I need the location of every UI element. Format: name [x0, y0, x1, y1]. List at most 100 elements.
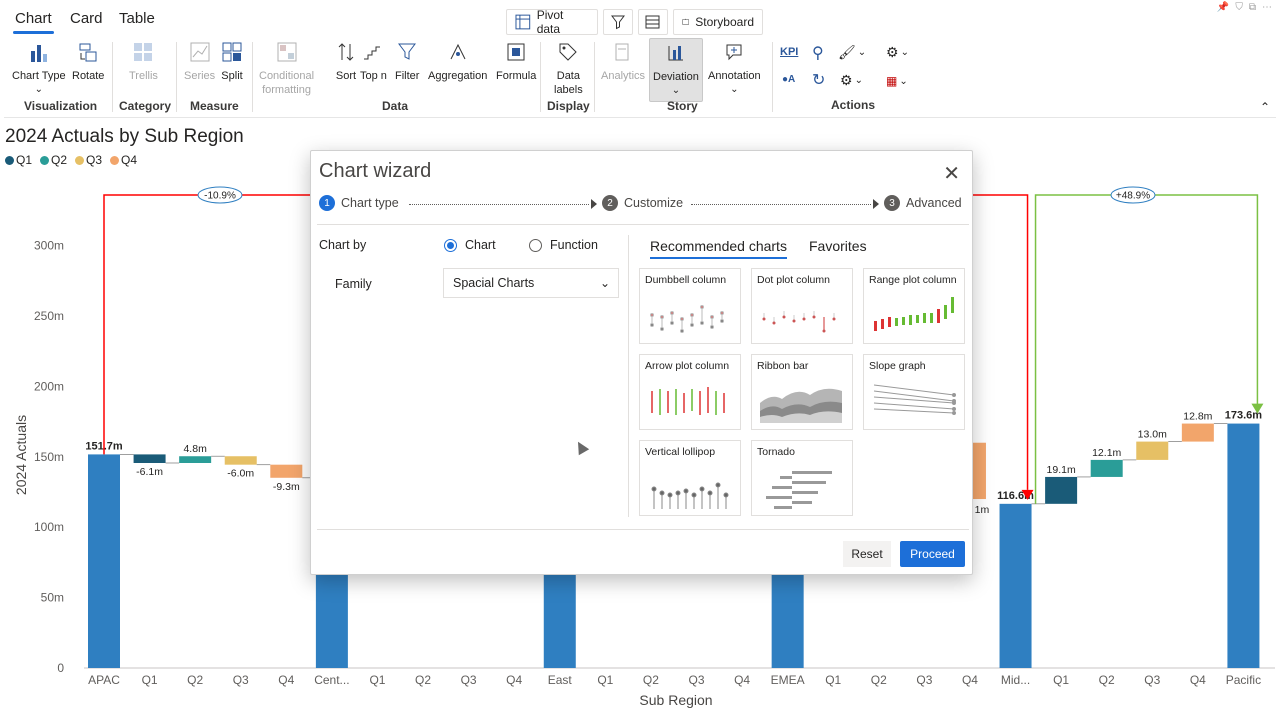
- aggregation-button[interactable]: Aggregation: [428, 40, 487, 83]
- delta-bar: [1090, 459, 1123, 477]
- top-n-button[interactable]: Top n: [360, 40, 387, 83]
- step-connector: [691, 204, 871, 205]
- x-tick-label: Q4: [734, 673, 750, 687]
- deviation-button[interactable]: Deviation ⌄: [649, 38, 703, 102]
- split-button[interactable]: Split: [220, 40, 244, 83]
- step-chart-type[interactable]: 1 Chart type: [319, 195, 399, 211]
- thumb-tornado[interactable]: Tornado: [751, 440, 853, 516]
- step-advanced[interactable]: 3 Advanced: [884, 195, 962, 211]
- family-label: Family: [335, 277, 372, 291]
- more-icon[interactable]: ⋯: [1262, 2, 1272, 13]
- auto-icon: ●A: [782, 74, 796, 85]
- x-tick-label: Q1: [825, 673, 841, 687]
- thumb-label: Dot plot column: [757, 274, 830, 286]
- thumb-arrow-plot-column[interactable]: Arrow plot column: [639, 354, 741, 430]
- filter-icon[interactable]: ⛉: [1235, 2, 1243, 13]
- radio-chart[interactable]: Chart: [444, 238, 496, 252]
- thumb-slope-graph[interactable]: Slope graph: [863, 354, 965, 430]
- tab-chart[interactable]: Chart: [13, 10, 54, 34]
- aggregation-label: Aggregation: [428, 70, 488, 82]
- pivot-data-button[interactable]: Pivot data: [506, 8, 598, 36]
- radio-function[interactable]: Function: [529, 238, 598, 252]
- thumb-label: Arrow plot column: [645, 360, 730, 372]
- group-separator: [112, 42, 113, 112]
- legend-item-q3[interactable]: Q3: [75, 153, 102, 167]
- tab-card[interactable]: Card: [70, 10, 103, 27]
- settings-button[interactable]: ⚙ ⌄: [840, 72, 863, 89]
- step-customize[interactable]: 2 Customize: [602, 195, 683, 211]
- data-labels-button[interactable]: Data labels: [554, 40, 583, 97]
- sort-label: Sort: [335, 70, 357, 82]
- filter-button[interactable]: Filter: [395, 40, 419, 83]
- x-tick-label: Q1: [1053, 673, 1069, 687]
- legend-item-q4[interactable]: Q4: [110, 153, 137, 167]
- thumb-label: Tornado: [757, 446, 795, 458]
- annotation-button[interactable]: Annotation ⌄: [708, 40, 761, 97]
- thumb-vertical-lollipop[interactable]: Vertical lollipop: [639, 440, 741, 516]
- top-n-icon: [364, 46, 381, 60]
- dialog-title: Chart wizard: [319, 160, 432, 182]
- group-actions: Actions: [831, 98, 876, 112]
- reset-button[interactable]: Reset: [843, 541, 891, 567]
- legend-item-q1[interactable]: Q1: [5, 153, 32, 167]
- series-button[interactable]: Series: [184, 40, 215, 83]
- delta-bar: [1136, 441, 1169, 460]
- edit-table-button[interactable]: [638, 9, 668, 35]
- x-tick-label: Q2: [187, 673, 203, 687]
- chart-type-button[interactable]: Chart Type ⌄: [12, 40, 66, 97]
- sort-button[interactable]: Sort: [334, 40, 358, 83]
- conditional-formatting-button[interactable]: Conditional formatting: [259, 40, 314, 97]
- filter-label: Filter: [395, 70, 420, 82]
- x-tick-label: Q4: [506, 673, 522, 687]
- group-separator: [772, 42, 773, 112]
- chart-type-label: Chart Type: [12, 70, 66, 82]
- pin-icon[interactable]: 📌: [1216, 2, 1230, 13]
- total-bar: [999, 503, 1032, 668]
- kpi-button[interactable]: KPI: [780, 46, 798, 58]
- x-tick-label: Q2: [415, 673, 431, 687]
- x-tick-label: Q3: [233, 673, 249, 687]
- y-tick-label: 100m: [34, 520, 64, 534]
- export-settings-button[interactable]: ⚙ ⌄: [886, 44, 909, 61]
- series-label: Series: [184, 70, 216, 82]
- tab-favorites[interactable]: Favorites: [809, 238, 867, 254]
- analytics-button[interactable]: Analytics: [601, 40, 645, 83]
- legend-item-q2[interactable]: Q2: [40, 153, 67, 167]
- export-pdf-button[interactable]: ▦ ⌄: [886, 74, 908, 88]
- rotate-button[interactable]: Rotate: [72, 40, 104, 83]
- thumb-ribbon-bar[interactable]: Ribbon bar: [751, 354, 853, 430]
- x-axis-title: Sub Region: [639, 692, 712, 708]
- chevron-down-icon: ⌄: [34, 84, 43, 95]
- paint-button[interactable]: 🖌 ⌄: [838, 44, 866, 61]
- arrow-down-icon: [1251, 403, 1264, 414]
- proceed-button[interactable]: Proceed: [900, 541, 965, 567]
- filter-pane-button[interactable]: [603, 9, 633, 35]
- thumb-range-plot-column[interactable]: Range plot column: [863, 268, 965, 344]
- formula-button[interactable]: Formula: [496, 40, 536, 83]
- search-button[interactable]: ⚲: [812, 43, 824, 63]
- pivot-icon: [515, 14, 531, 30]
- conditional-formatting-icon: [277, 42, 297, 62]
- thumb-dumbbell-column[interactable]: Dumbbell column: [639, 268, 741, 344]
- family-select[interactable]: Spacial Charts ⌄: [443, 268, 619, 298]
- delta-data-label: 1m: [975, 504, 990, 516]
- formula-label: Formula: [496, 70, 537, 82]
- auto-button[interactable]: ●A: [782, 74, 795, 85]
- close-icon[interactable]: ✕: [943, 163, 960, 185]
- y-tick-label: 0: [57, 661, 64, 675]
- analytics-icon: [615, 43, 629, 61]
- x-tick-label: Q1: [369, 673, 385, 687]
- focus-icon[interactable]: ⧉: [1248, 2, 1256, 13]
- trellis-button[interactable]: Trellis: [129, 40, 158, 83]
- total-bar: [88, 454, 120, 668]
- tab-table[interactable]: Table: [119, 10, 155, 27]
- thumb-dot-plot-column[interactable]: Dot plot column: [751, 268, 853, 344]
- refresh-button[interactable]: ↻: [812, 70, 825, 90]
- y-tick-label: 300m: [34, 239, 64, 253]
- tab-recommended-charts[interactable]: Recommended charts: [650, 238, 787, 259]
- rotate-icon: [79, 43, 97, 62]
- collapse-ribbon-icon[interactable]: ⌃: [1259, 100, 1270, 114]
- annotation-icon: [726, 44, 742, 61]
- delta-data-label: -6.0m: [227, 468, 254, 480]
- storyboard-button[interactable]: Storyboard: [673, 9, 763, 35]
